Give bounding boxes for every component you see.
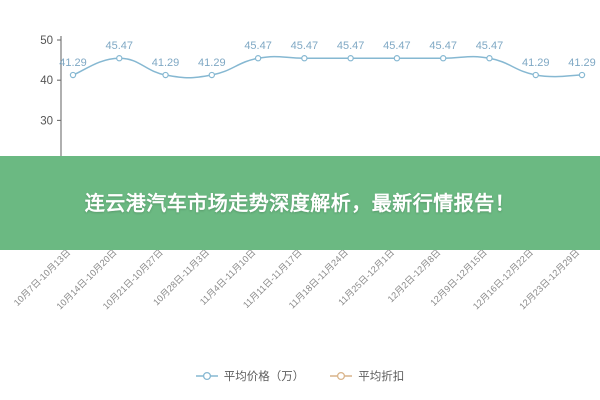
overlay-title-banner: 连云港汽车市场走势深度解析，最新行情报告！ xyxy=(0,156,600,250)
data-point-average-price[interactable] xyxy=(208,71,216,79)
legend-marker-discount-icon xyxy=(330,371,353,381)
data-label-average-price: 45.47 xyxy=(244,40,272,52)
legend-label-average-price: 平均价格（万） xyxy=(223,371,305,383)
data-label-average-price: 41.29 xyxy=(152,57,180,69)
chart-legend: 平均价格（万） 平均折扣 xyxy=(0,368,600,384)
data-point-average-price[interactable] xyxy=(254,55,262,62)
y-tick-label: 50 xyxy=(40,35,53,47)
data-label-average-price: 41.29 xyxy=(198,57,226,69)
data-label-average-price: 45.47 xyxy=(383,40,411,52)
data-point-average-price[interactable] xyxy=(116,55,123,62)
x-axis: 10月7日-10月13日10月14日-10月20日10月21日-10月27日10… xyxy=(12,240,586,311)
data-label-average-price: 45.47 xyxy=(106,40,134,52)
data-point-average-price[interactable] xyxy=(439,55,447,62)
series-average-price xyxy=(69,55,586,79)
data-label-average-price: 41.29 xyxy=(59,57,87,69)
legend-item-average-price[interactable]: 平均价格（万） xyxy=(195,368,305,384)
data-point-average-price[interactable] xyxy=(301,55,308,62)
y-tick-label: 40 xyxy=(40,75,53,87)
data-label-average-price: 45.47 xyxy=(337,40,365,52)
data-point-average-price[interactable] xyxy=(393,55,401,62)
y-tick-label: 30 xyxy=(40,115,53,127)
legend-label-average-discount: 平均折扣 xyxy=(358,371,405,383)
data-labels-average-price: 41.29 45.47 41.29 41.29 45.47 45.47 45.47 45.47… xyxy=(59,40,596,69)
data-label-average-price: 45.47 xyxy=(429,40,457,52)
data-point-average-price[interactable] xyxy=(347,55,354,62)
page-title: 连云港汽车市场走势深度解析，最新行情报告！ xyxy=(84,190,516,215)
data-point-average-price[interactable] xyxy=(532,71,539,79)
data-point-average-price[interactable] xyxy=(578,71,586,79)
legend-item-average-discount[interactable]: 平均折扣 xyxy=(330,368,404,384)
data-point-average-price[interactable] xyxy=(486,55,493,62)
data-point-average-price[interactable] xyxy=(69,71,77,79)
legend-marker-price-icon xyxy=(195,371,218,381)
data-label-average-price: 41.29 xyxy=(568,57,596,69)
data-label-average-price: 45.47 xyxy=(476,40,504,52)
data-label-average-price: 45.47 xyxy=(291,40,319,52)
data-label-average-price: 41.29 xyxy=(522,57,550,69)
data-point-average-price[interactable] xyxy=(162,71,169,79)
